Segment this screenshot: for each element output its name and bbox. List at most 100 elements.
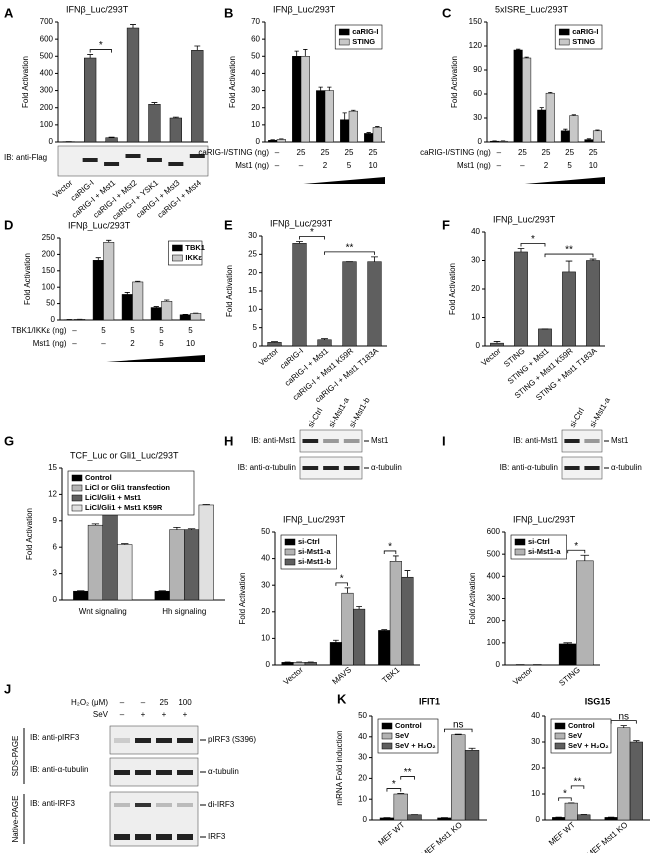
bar — [342, 261, 357, 347]
error-bar — [108, 136, 115, 138]
y-tick-label: 0 — [53, 595, 58, 604]
treatment-value: – — [141, 698, 146, 707]
y-tick-label: 0 — [49, 137, 54, 146]
y-tick-label: 0 — [253, 341, 258, 350]
y-tick-label: 100 — [40, 120, 54, 129]
y-tick-label: 10 — [248, 304, 257, 313]
blot-band — [168, 162, 184, 166]
x-tick-label: Hh signaling — [162, 607, 206, 616]
y-tick-label: 6 — [53, 542, 58, 551]
y-tick-label: 90 — [473, 65, 482, 74]
condition-value: 25 — [369, 148, 378, 157]
y-tick-label: 40 — [261, 554, 270, 563]
panel-letter: D — [4, 217, 13, 232]
y-tick-label: 70 — [251, 17, 260, 26]
condition-value: 5 — [159, 339, 164, 348]
y-axis-label: Fold Activation — [448, 263, 457, 315]
treatment-value: 100 — [178, 698, 192, 707]
bar — [545, 92, 555, 143]
legend-label: LiCl/Gli1 + Mst1 K59R — [85, 503, 163, 512]
condition-value: 25 — [589, 148, 598, 157]
legend-label: STING — [352, 37, 375, 46]
error-bar — [493, 341, 501, 344]
legend-swatch — [381, 722, 393, 730]
x-tick-label: TBK1 — [380, 665, 402, 685]
blot-antibody: IB: anti-α-tubulin — [30, 765, 88, 774]
error-bar — [318, 86, 323, 91]
condition-value: – — [275, 148, 280, 157]
error-bar — [279, 138, 284, 140]
y-axis-label: Fold Activation — [225, 265, 234, 317]
bar — [584, 139, 594, 143]
legend-swatch — [172, 244, 183, 252]
condition-value: 5 — [159, 326, 164, 335]
blot-band — [177, 738, 193, 743]
legend-swatch — [172, 254, 183, 262]
y-tick-label: 100 — [42, 282, 56, 291]
condition-label: caRIG-I/STING (ng) — [198, 148, 269, 157]
y-tick-label: 10 — [261, 634, 270, 643]
legend-swatch — [514, 548, 526, 556]
bar — [552, 817, 566, 821]
error-bar — [271, 341, 278, 343]
bar — [73, 590, 89, 601]
bar — [102, 502, 118, 601]
bar — [304, 662, 317, 666]
legend-swatch — [284, 558, 296, 566]
y-tick-label: 0 — [478, 137, 483, 146]
significance-label: * — [392, 779, 396, 790]
blot-image — [57, 145, 209, 177]
significance-bracket — [520, 243, 546, 247]
legend-label: caRIG-I — [352, 27, 378, 36]
dose-wedge — [524, 177, 605, 184]
error-bar — [124, 292, 130, 295]
bar — [103, 242, 115, 321]
bar — [117, 544, 133, 601]
y-tick-label: 3 — [53, 569, 58, 578]
error-bar — [539, 107, 544, 110]
y-tick-label: 60 — [473, 89, 482, 98]
y-tick-label: 30 — [248, 231, 257, 240]
bar — [169, 117, 182, 143]
condition-value: – — [72, 326, 77, 335]
legend-label: si-Ctrl — [298, 537, 320, 546]
condition-value: – — [520, 161, 525, 170]
x-tick-label: MEF WT — [376, 820, 406, 847]
panel-letter: H — [224, 433, 233, 448]
condition-value: – — [275, 161, 280, 170]
legend-label: si-Ctrl — [528, 537, 550, 546]
error-bar — [404, 570, 411, 578]
bar — [558, 643, 577, 666]
significance-bracket — [444, 728, 473, 733]
legend-swatch — [338, 38, 350, 46]
treatment-value: – — [120, 710, 125, 719]
bar — [522, 57, 532, 143]
legend-label: LiCl or Gli1 transfection — [85, 483, 170, 492]
y-tick-label: 0 — [256, 137, 261, 146]
significance-label: * — [531, 234, 535, 245]
significance-label: ** — [404, 767, 412, 778]
y-tick-label: 0 — [476, 341, 481, 350]
y-tick-label: 200 — [487, 616, 501, 625]
error-bar — [468, 747, 476, 751]
condition-label: Mst1 (ng) — [33, 339, 67, 348]
condition-value: 5 — [567, 161, 572, 170]
bar — [341, 592, 354, 666]
condition-value: 2 — [544, 161, 549, 170]
condition-value: 25 — [321, 148, 330, 157]
y-tick-label: 50 — [251, 51, 260, 60]
legend-swatch — [554, 722, 566, 730]
condition-label: TBK1/IKKε (ng) — [11, 326, 66, 335]
x-tick-label: MEF Mst1 KO — [585, 820, 629, 853]
blot-band — [146, 158, 162, 162]
lane-label: si-Mst1-a — [588, 396, 613, 429]
bar — [121, 294, 133, 321]
bar — [340, 119, 350, 143]
legend-swatch — [338, 28, 350, 36]
bar — [538, 328, 552, 347]
blot-band-label: α-tubulin — [208, 767, 239, 776]
y-tick-label: 0 — [363, 815, 368, 824]
x-tick-label: Vector — [511, 665, 534, 687]
panel-letter: A — [4, 5, 14, 20]
